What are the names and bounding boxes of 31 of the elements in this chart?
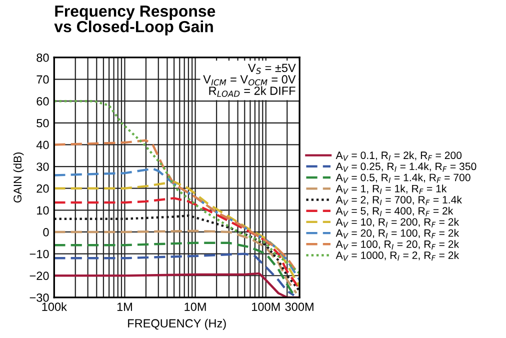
legend-label: A$_{V}$ = 1000, R$_{I}$ = 2, R$_{F}$ = 2k [336,251,460,261]
y-tick-label: 0 [43,228,49,236]
text: V$_{S}$ = ±5V V$_{ICM}$ = V$_{OCM}$ = 0V R$_{LOAD}$ = 2k DIFF [203,64,296,97]
x-axis-title: FREQUENCY (Hz) [128,318,226,330]
x-tick-label: 10M [184,302,206,311]
legend-label: A$_{V}$ = 0.1, R$_{I}$ = 2k, R$_{F}$ = 200 [336,151,462,161]
x-tick-label: 100k [42,302,67,311]
legend-label: A$_{V}$ = 100, R$_{I}$ = 20, R$_{F}$ = 2k [336,240,460,250]
legend-label: A$_{V}$ = 0.5, R$_{I}$ = 1.4k, R$_{F}$ = 700 [336,174,470,183]
y-tick-label: 10 [37,206,49,215]
chart-title: Frequency Response vs Closed-Loop Gain [54,6,216,36]
y-tick-label: 20 [36,184,49,193]
x-tick-label: 1M [117,302,132,311]
legend-label: A$_{V}$ = 1, R$_{I}$ = 1k, R$_{F}$ = 1k [336,184,447,194]
y-axis-title: GAIN (dB) [13,152,24,203]
legend-label: A$_{V}$ = 0.25, R$_{I}$ = 1.4k, R$_{F}$ = 350 [336,162,476,172]
y-tick-label: 60 [36,97,49,106]
legend-label: A$_{V}$ = 10, R$_{I}$ = 200, R$_{F}$ = 2k [336,218,460,228]
x-tick-label: 300M [285,302,314,311]
y-tick-label: 70 [36,75,49,84]
legend-label: A$_{V}$ = 2, R$_{I}$ = 700, R$_{F}$ = 1.4k [336,196,462,206]
y-tick-label: 80 [36,53,49,62]
x-tick-label: 100M [252,302,280,311]
y-tick-label: 40 [36,140,49,150]
y-tick-label: 30 [36,162,49,171]
y-tick-label: −30 [30,293,49,302]
y-tick-label: −10 [30,250,49,258]
legend-label: A$_{V}$ = 5, R$_{I}$ = 400, R$_{F}$ = 2k [336,206,454,216]
y-tick-label: 50 [36,118,49,128]
y-tick-label: −20 [30,272,49,280]
legend-label: A$_{V}$ = 20, R$_{I}$ = 100, R$_{F}$ = 2k [336,229,460,238]
